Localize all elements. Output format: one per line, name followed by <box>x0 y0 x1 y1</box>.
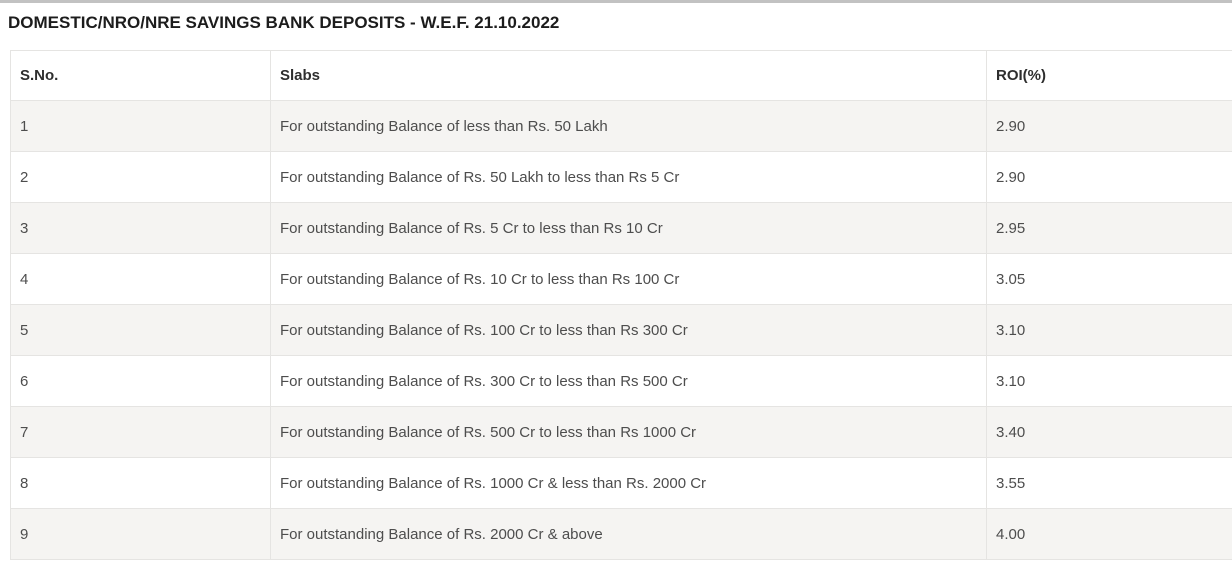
row-sno-cell: 4 <box>10 253 271 305</box>
row-roi-cell: 2.95 <box>986 202 1232 254</box>
row-slab-cell: For outstanding Balance of Rs. 100 Cr to… <box>270 304 987 356</box>
row-sno-cell: 5 <box>10 304 271 356</box>
row-roi-cell: 3.05 <box>986 253 1232 305</box>
page-title: DOMESTIC/NRO/NRE SAVINGS BANK DEPOSITS -… <box>8 13 560 32</box>
row-slab-cell: For outstanding Balance of Rs. 5 Cr to l… <box>270 202 987 254</box>
row-slab-cell: For outstanding Balance of Rs. 1000 Cr &… <box>270 457 987 509</box>
column-header-slabs: Slabs <box>270 50 987 101</box>
row-roi-cell: 3.10 <box>986 304 1232 356</box>
row-sno-cell: 9 <box>10 508 271 560</box>
table-row: 5 For outstanding Balance of Rs. 100 Cr t… <box>10 304 1232 356</box>
row-slab-cell: For outstanding Balance of Rs. 300 Cr to… <box>270 355 987 407</box>
row-roi-cell: 4.00 <box>986 508 1232 560</box>
savings-deposit-rates-table: S.No. Slabs ROI(%) 1 For outstanding Bala… <box>10 50 1232 560</box>
row-roi-cell: 3.10 <box>986 355 1232 407</box>
table-row: 9 For outstanding Balance of Rs. 2000 Cr … <box>10 508 1232 560</box>
rates-table-body: 1 For outstanding Balance of less than Rs… <box>10 100 1232 560</box>
table-row: 6 For outstanding Balance of Rs. 300 Cr t… <box>10 355 1232 407</box>
row-slab-cell: For outstanding Balance of Rs. 10 Cr to … <box>270 253 987 305</box>
table-row: 1 For outstanding Balance of less than Rs… <box>10 100 1232 152</box>
table-row: 7 For outstanding Balance of Rs. 500 Cr t… <box>10 406 1232 458</box>
table-row: 8 For outstanding Balance of Rs. 1000 Cr … <box>10 457 1232 509</box>
column-header-sno: S.No. <box>10 50 271 101</box>
column-header-roi: ROI(%) <box>986 50 1232 101</box>
table-row: 3 For outstanding Balance of Rs. 5 Cr to … <box>10 202 1232 254</box>
row-slab-cell: For outstanding Balance of Rs. 2000 Cr &… <box>270 508 987 560</box>
row-sno-cell: 3 <box>10 202 271 254</box>
row-slab-cell: For outstanding Balance of Rs. 500 Cr to… <box>270 406 987 458</box>
row-sno-cell: 8 <box>10 457 271 509</box>
table-row: 4 For outstanding Balance of Rs. 10 Cr to… <box>10 253 1232 305</box>
row-sno-cell: 7 <box>10 406 271 458</box>
row-roi-cell: 2.90 <box>986 100 1232 152</box>
row-roi-cell: 3.40 <box>986 406 1232 458</box>
row-sno-cell: 1 <box>10 100 271 152</box>
top-divider <box>0 0 1232 3</box>
table-header-row: S.No. Slabs ROI(%) <box>10 50 1232 101</box>
row-roi-cell: 3.55 <box>986 457 1232 509</box>
row-roi-cell: 2.90 <box>986 151 1232 203</box>
row-slab-cell: For outstanding Balance of Rs. 50 Lakh t… <box>270 151 987 203</box>
row-sno-cell: 6 <box>10 355 271 407</box>
table-row: 2 For outstanding Balance of Rs. 50 Lakh … <box>10 151 1232 203</box>
row-slab-cell: For outstanding Balance of less than Rs.… <box>270 100 987 152</box>
row-sno-cell: 2 <box>10 151 271 203</box>
